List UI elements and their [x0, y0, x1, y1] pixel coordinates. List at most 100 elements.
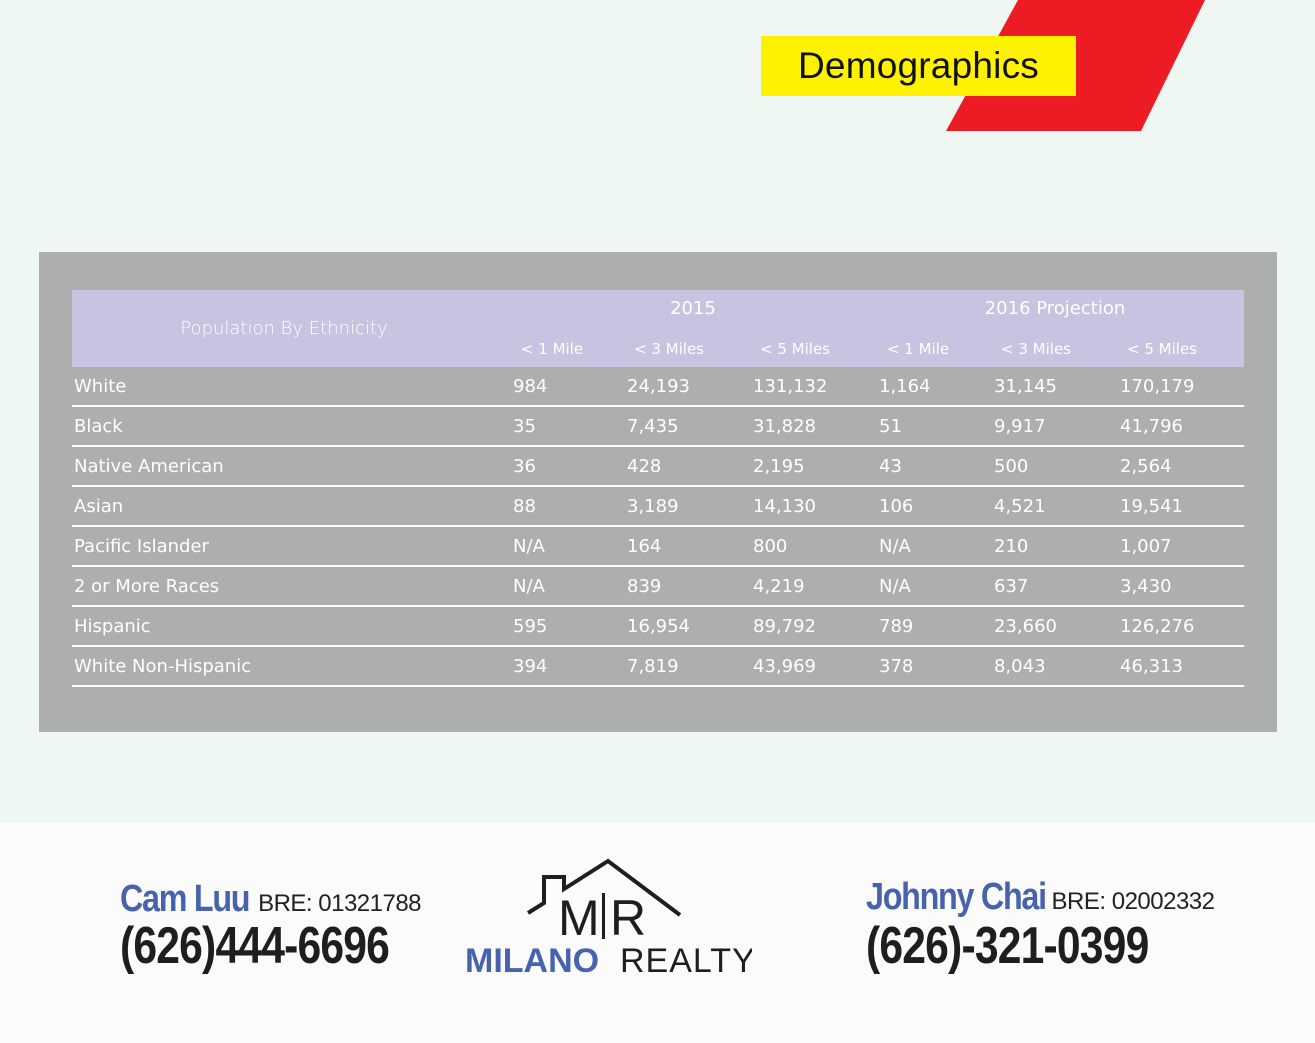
cell: 3,189	[627, 496, 679, 517]
row-label: Black	[74, 416, 123, 437]
cell: N/A	[513, 536, 545, 557]
cell: 43,969	[753, 656, 816, 677]
footer: Cam Luu BRE: 01321788 (626)444-6696 Johnn…	[0, 823, 1315, 1043]
cell: 106	[879, 496, 914, 517]
cell: N/A	[513, 576, 545, 597]
subheader-2016-3-miles: < 3 Miles	[1001, 340, 1071, 358]
cell: 7,435	[627, 416, 679, 437]
cell: 500	[994, 456, 1029, 477]
cell: 210	[994, 536, 1029, 557]
subheader-2016-1-mile: < 1 Mile	[886, 340, 950, 358]
agent-right-phone: (626)-321-0399	[866, 917, 1149, 975]
group-header-2016-projection: 2016 Projection	[984, 298, 1126, 319]
cell: 19,541	[1120, 496, 1183, 517]
cell: N/A	[879, 536, 911, 557]
milano-realty-logo: M R MILANO REALTY	[465, 858, 752, 980]
agent-left-phone: (626)444-6696	[120, 917, 390, 975]
row-label: 2 or More Races	[74, 576, 220, 597]
cell: 36	[513, 456, 536, 477]
cell: 984	[513, 376, 548, 397]
row-label: Asian	[74, 496, 124, 517]
row-label: Native American	[74, 456, 224, 477]
table-row: Pacific Islander N/A 164 800 N/A 210 1,0…	[72, 527, 1244, 567]
agent-left-name-line: Cam Luu BRE: 01321788	[120, 878, 448, 920]
table-row: White 984 24,193 131,132 1,164 31,145 17…	[72, 367, 1244, 407]
page-title: Demographics	[798, 45, 1039, 86]
demographics-panel: Population By Ethnicity 2015 2016 Projec…	[39, 252, 1277, 732]
cell: 131,132	[753, 376, 828, 397]
agent-right-name: Johnny Chai	[866, 876, 1047, 918]
cell: 378	[879, 656, 914, 677]
subheader-2015-5-miles: < 5 Miles	[760, 340, 830, 358]
logo-brand-milano: MILANO	[465, 942, 599, 980]
cell: 51	[879, 416, 902, 437]
cell: 3,430	[1120, 576, 1172, 597]
logo-initial-m: M	[558, 890, 600, 946]
agent-right-bre: BRE: 02002332	[1051, 888, 1215, 915]
page-top-area: Demographics Population By Ethnicity 201…	[39, 0, 1277, 732]
cell: 23,660	[994, 616, 1057, 637]
cell: 31,145	[994, 376, 1057, 397]
logo-divider	[602, 893, 605, 939]
row-label: White Non-Hispanic	[74, 656, 252, 677]
cell: 24,193	[627, 376, 690, 397]
title-banner: Demographics	[761, 36, 1076, 96]
table-row: Hispanic 595 16,954 89,792 789 23,660 12…	[72, 607, 1244, 647]
table-row: Asian 88 3,189 14,130 106 4,521 19,541	[72, 487, 1244, 527]
table-row: White Non-Hispanic 394 7,819 43,969 378 …	[72, 647, 1244, 687]
cell: 4,521	[994, 496, 1046, 517]
row-label: White	[74, 376, 127, 397]
cell: 7,819	[627, 656, 679, 677]
agent-left: Cam Luu BRE: 01321788 (626)444-6696	[120, 878, 448, 976]
table-row: 2 or More Races N/A 839 4,219 N/A 637 3,…	[72, 567, 1244, 607]
row-header-label: Population By Ethnicity	[180, 318, 388, 339]
subheader-2015-1-mile: < 1 Mile	[520, 340, 584, 358]
agent-left-bre: BRE: 01321788	[258, 890, 422, 917]
subheader-2016-5-miles: < 5 Miles	[1127, 340, 1197, 358]
cell: 789	[879, 616, 914, 637]
cell: 126,276	[1120, 616, 1195, 637]
cell: 46,313	[1120, 656, 1183, 677]
cell: 88	[513, 496, 536, 517]
house-roof-icon	[526, 858, 682, 917]
agent-right-phone-line: (626)-321-0399	[866, 916, 1215, 976]
cell: 428	[627, 456, 662, 477]
row-label: Pacific Islander	[74, 536, 209, 557]
cell: 16,954	[627, 616, 690, 637]
table-row: Native American 36 428 2,195 43 500 2,56…	[72, 447, 1244, 487]
agent-left-name: Cam Luu	[120, 878, 251, 920]
cell: 2,564	[1120, 456, 1172, 477]
agent-left-phone-line: (626)444-6696	[120, 916, 448, 976]
cell: 800	[753, 536, 788, 557]
cell: 35	[513, 416, 536, 437]
cell: 164	[627, 536, 662, 557]
cell: 637	[994, 576, 1029, 597]
red-accent-shape	[946, 0, 1205, 131]
logo-initial-r: R	[610, 890, 646, 946]
agent-right-name-line: Johnny Chai BRE: 02002332	[866, 876, 1215, 918]
logo-brand-realty: REALTY	[620, 942, 752, 980]
ethnicity-table: Population By Ethnicity 2015 2016 Projec…	[72, 290, 1244, 687]
cell: 9,917	[994, 416, 1046, 437]
table-row: Black 35 7,435 31,828 51 9,917 41,796	[72, 407, 1244, 447]
cell: 43	[879, 456, 902, 477]
cell: 8,043	[994, 656, 1046, 677]
cell: 394	[513, 656, 548, 677]
cell: 41,796	[1120, 416, 1183, 437]
cell: 4,219	[753, 576, 805, 597]
cell: 595	[513, 616, 548, 637]
cell: 31,828	[753, 416, 816, 437]
cell: 14,130	[753, 496, 816, 517]
row-label: Hispanic	[74, 616, 151, 637]
cell: 2,195	[753, 456, 805, 477]
agent-right: Johnny Chai BRE: 02002332 (626)-321-0399	[866, 876, 1215, 976]
cell: 170,179	[1120, 376, 1195, 397]
cell: 89,792	[753, 616, 816, 637]
subheader-2015-3-miles: < 3 Miles	[634, 340, 704, 358]
cell: 1,007	[1120, 536, 1172, 557]
cell: 1,164	[879, 376, 931, 397]
table-header: Population By Ethnicity 2015 2016 Projec…	[72, 290, 1244, 367]
cell: N/A	[879, 576, 911, 597]
group-header-2015: 2015	[670, 298, 716, 319]
cell: 839	[627, 576, 662, 597]
